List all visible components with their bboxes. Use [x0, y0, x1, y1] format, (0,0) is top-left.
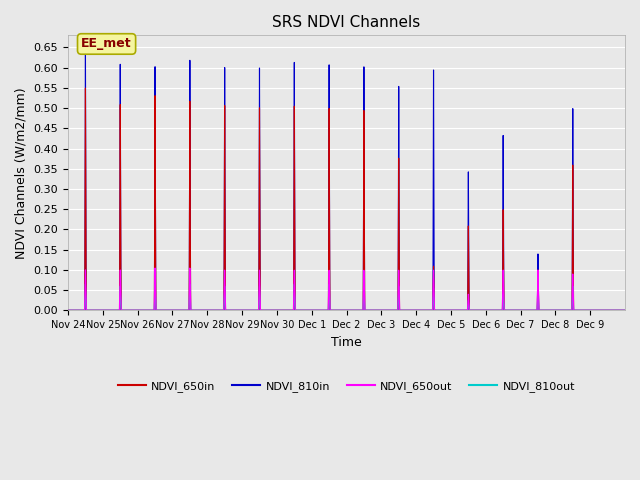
- Title: SRS NDVI Channels: SRS NDVI Channels: [273, 15, 420, 30]
- Legend: NDVI_650in, NDVI_810in, NDVI_650out, NDVI_810out: NDVI_650in, NDVI_810in, NDVI_650out, NDV…: [113, 376, 579, 396]
- Y-axis label: NDVI Channels (W/m2/mm): NDVI Channels (W/m2/mm): [15, 87, 28, 259]
- Text: EE_met: EE_met: [81, 37, 132, 50]
- X-axis label: Time: Time: [331, 336, 362, 348]
